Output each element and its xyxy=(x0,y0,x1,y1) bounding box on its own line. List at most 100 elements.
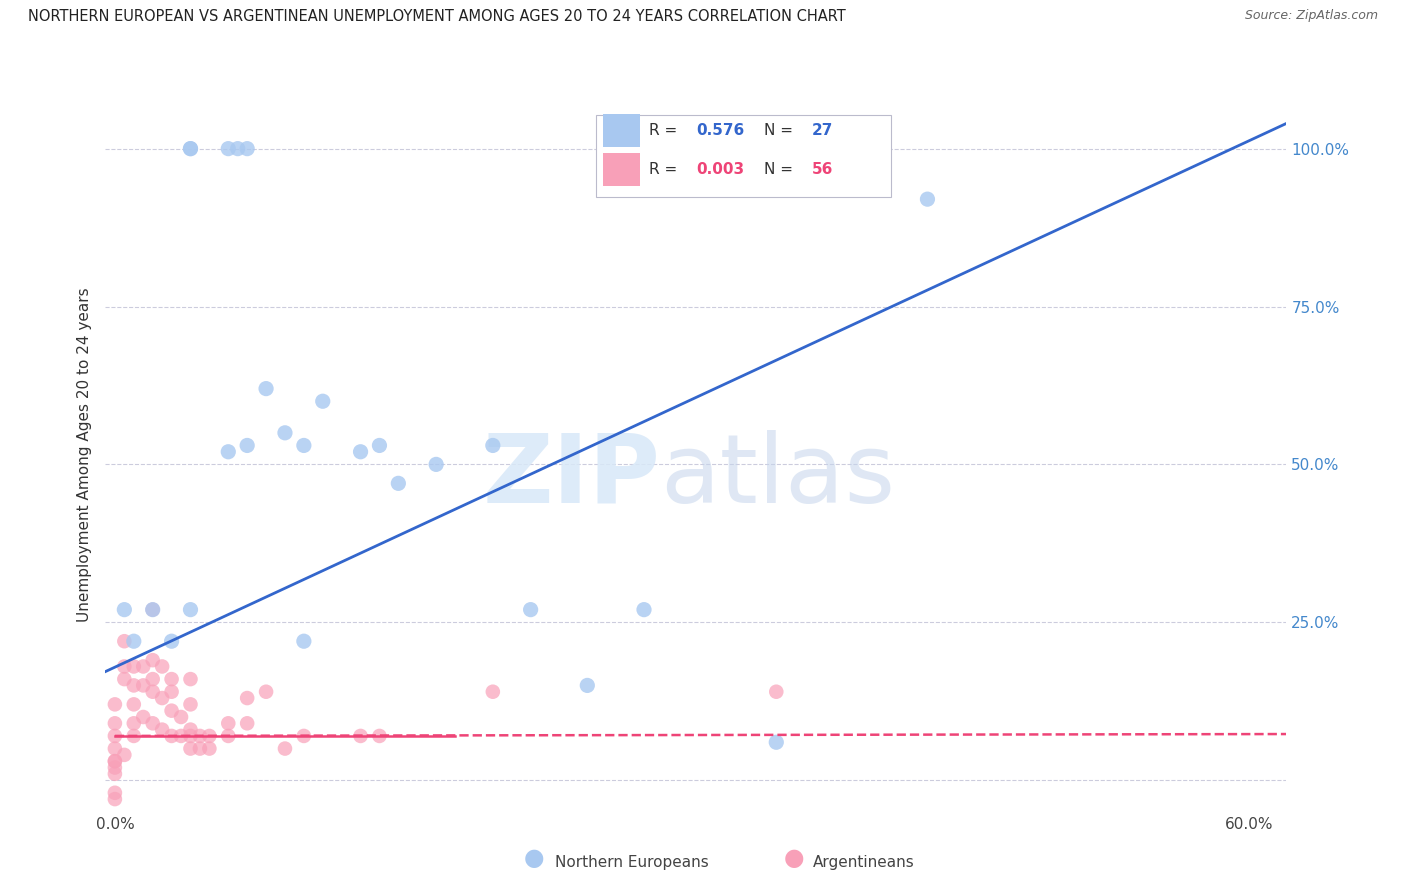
Point xyxy=(236,691,259,706)
Point xyxy=(142,716,165,731)
Point xyxy=(104,729,127,743)
Point xyxy=(179,741,201,756)
Point xyxy=(765,684,787,698)
Point xyxy=(917,192,939,206)
Text: Argentineans: Argentineans xyxy=(813,855,914,870)
Text: ●: ● xyxy=(524,846,544,870)
Text: 0.003: 0.003 xyxy=(696,161,744,177)
Text: R =: R = xyxy=(648,161,682,177)
Text: 56: 56 xyxy=(811,161,834,177)
Point xyxy=(349,444,371,458)
Point xyxy=(104,760,127,774)
Point xyxy=(254,684,277,698)
Point xyxy=(150,659,173,673)
Point xyxy=(142,602,165,616)
Point xyxy=(104,741,127,756)
FancyBboxPatch shape xyxy=(603,114,641,147)
Text: N =: N = xyxy=(765,123,799,138)
Point xyxy=(188,741,211,756)
Point xyxy=(292,634,315,648)
Point xyxy=(160,634,183,648)
Point xyxy=(179,723,201,737)
Text: 0.576: 0.576 xyxy=(696,123,744,138)
Point xyxy=(217,444,239,458)
Y-axis label: Unemployment Among Ages 20 to 24 years: Unemployment Among Ages 20 to 24 years xyxy=(77,287,93,623)
Point xyxy=(254,382,277,396)
Point xyxy=(104,754,127,768)
Point xyxy=(112,634,135,648)
Point xyxy=(226,142,249,156)
Point xyxy=(104,767,127,781)
Point xyxy=(765,735,787,749)
Point xyxy=(112,672,135,686)
Point xyxy=(179,142,201,156)
Point xyxy=(482,438,505,452)
Point xyxy=(104,698,127,712)
Point xyxy=(368,438,391,452)
Point xyxy=(104,754,127,768)
Point xyxy=(150,691,173,706)
Point xyxy=(217,716,239,731)
Point xyxy=(122,716,145,731)
Point xyxy=(170,729,193,743)
Point xyxy=(179,142,201,156)
Point xyxy=(519,602,541,616)
Point xyxy=(198,741,221,756)
Point xyxy=(179,729,201,743)
FancyBboxPatch shape xyxy=(596,114,891,196)
Point xyxy=(217,142,239,156)
Point xyxy=(312,394,335,409)
Point xyxy=(122,729,145,743)
Point xyxy=(217,729,239,743)
Point xyxy=(122,698,145,712)
Point xyxy=(112,659,135,673)
Point xyxy=(122,634,145,648)
Point xyxy=(482,684,505,698)
Point xyxy=(122,659,145,673)
Point xyxy=(179,602,201,616)
Point xyxy=(104,786,127,800)
Point xyxy=(292,729,315,743)
Point xyxy=(112,747,135,762)
Point xyxy=(179,698,201,712)
Point xyxy=(368,729,391,743)
Point xyxy=(142,672,165,686)
Text: 27: 27 xyxy=(811,123,834,138)
Point xyxy=(160,704,183,718)
Point xyxy=(274,425,297,440)
Point xyxy=(633,602,655,616)
Point xyxy=(112,602,135,616)
Point xyxy=(236,438,259,452)
Point xyxy=(188,729,211,743)
Point xyxy=(160,729,183,743)
Text: ●: ● xyxy=(785,846,804,870)
Point xyxy=(198,729,221,743)
Point xyxy=(132,659,155,673)
Text: NORTHERN EUROPEAN VS ARGENTINEAN UNEMPLOYMENT AMONG AGES 20 TO 24 YEARS CORRELAT: NORTHERN EUROPEAN VS ARGENTINEAN UNEMPLO… xyxy=(28,9,846,24)
Point xyxy=(132,710,155,724)
Text: Source: ZipAtlas.com: Source: ZipAtlas.com xyxy=(1244,9,1378,22)
Point xyxy=(104,716,127,731)
Point xyxy=(160,672,183,686)
Point xyxy=(236,142,259,156)
Text: ZIP: ZIP xyxy=(482,430,661,523)
Point xyxy=(170,710,193,724)
Point xyxy=(236,716,259,731)
Point xyxy=(425,458,447,472)
Point xyxy=(349,729,371,743)
Point xyxy=(274,741,297,756)
Point xyxy=(122,678,145,692)
Point xyxy=(179,672,201,686)
FancyBboxPatch shape xyxy=(603,153,641,186)
Text: R =: R = xyxy=(648,123,682,138)
Point xyxy=(576,678,599,692)
Point xyxy=(142,653,165,667)
Point xyxy=(142,684,165,698)
Text: atlas: atlas xyxy=(661,430,896,523)
Point xyxy=(292,438,315,452)
Text: N =: N = xyxy=(765,161,799,177)
Point xyxy=(150,723,173,737)
Point xyxy=(132,678,155,692)
Point xyxy=(142,602,165,616)
Point xyxy=(104,792,127,806)
